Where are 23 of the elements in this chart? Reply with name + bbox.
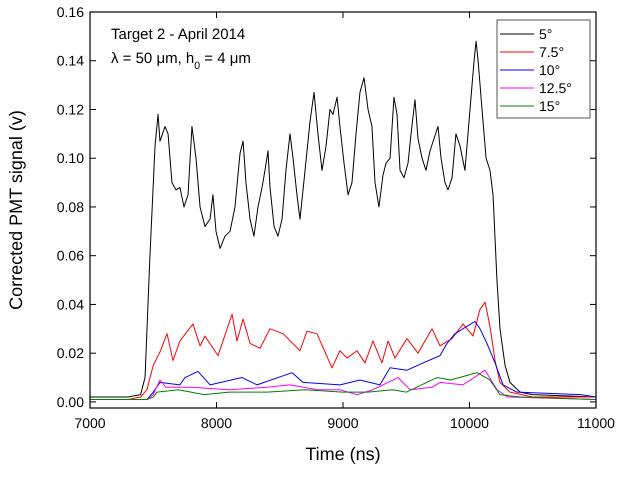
x-tick-label: 10000 <box>450 415 490 431</box>
y-tick-label: 0.14 <box>56 52 84 69</box>
y-tick-label: 0.08 <box>56 198 84 215</box>
y-tick-label: 0.16 <box>56 4 84 20</box>
annotation: λ = 50 μm, h$_{0}$ = 4 μm <box>111 50 251 72</box>
y-tick-label: 0.00 <box>56 394 84 410</box>
legend-label: 12.5° <box>539 80 572 96</box>
y-tick-label: 0.04 <box>56 296 84 312</box>
y-tick-label: 0.10 <box>56 150 84 166</box>
annotation: Target 2 - April 2014 <box>111 26 246 43</box>
legend-label: 10° <box>539 62 560 78</box>
y-tick-label: 0.12 <box>56 101 84 118</box>
y-tick-label: 0.06 <box>56 248 84 264</box>
y-axis-title: Corrected PMT signal (v) <box>6 110 26 310</box>
legend-label: 5° <box>539 26 552 42</box>
x-tick-label: 7000 <box>74 415 106 431</box>
x-tick-label: 9000 <box>327 415 359 431</box>
x-tick-label: 8000 <box>200 415 232 431</box>
x-axis-title: Time (ns) <box>305 444 381 464</box>
legend-label: 15° <box>539 98 560 114</box>
y-tick-label: 0.02 <box>56 345 84 362</box>
legend-label: 7.5° <box>539 44 564 60</box>
x-tick-label: 11000 <box>577 415 616 431</box>
